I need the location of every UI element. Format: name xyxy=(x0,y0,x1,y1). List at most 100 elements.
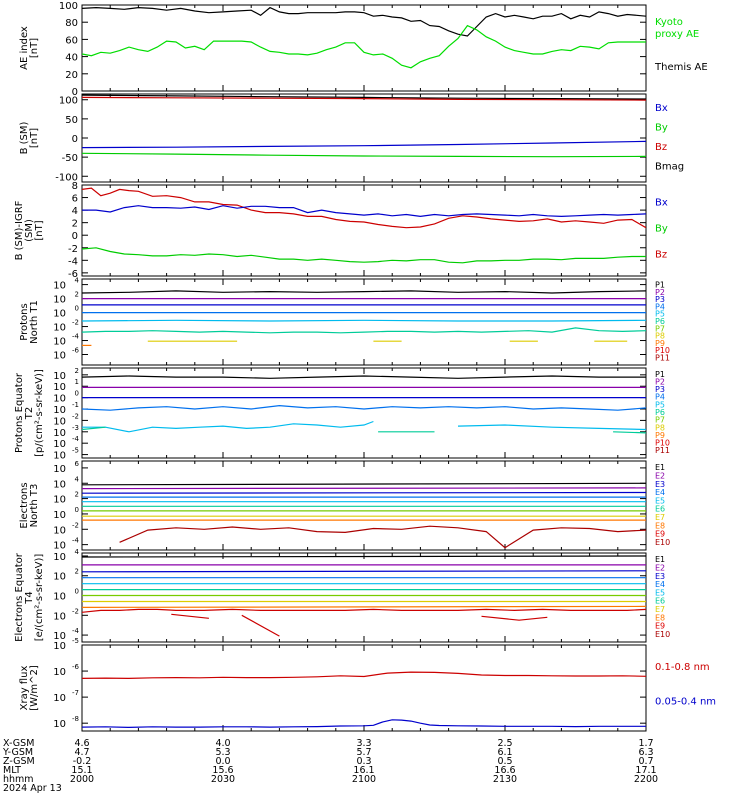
legend-entry-e10: E10 xyxy=(655,538,670,547)
panel-2: -100 -50 0 50 100 B (SM) [nT] Bx By Bz Bmag xyxy=(19,93,684,183)
legend-entry-p8: P8 xyxy=(655,332,665,341)
x-row-value: 17.1 xyxy=(635,765,656,776)
y-tick-label: 0 xyxy=(72,231,78,242)
y-tick-exponent: -2 xyxy=(72,319,79,327)
y-axis-label: (SM) xyxy=(24,219,35,242)
y-tick-label: -6 xyxy=(68,269,78,280)
series-line-bx xyxy=(82,205,646,218)
y-tick-label: 10 xyxy=(53,631,66,642)
series-line-themis-ae xyxy=(82,6,646,37)
y-tick-label: 10 xyxy=(53,416,66,427)
x-row-value: 0.0 xyxy=(215,756,230,767)
y-tick-exponent: 0 xyxy=(75,390,79,398)
x-row-value: 2100 xyxy=(352,774,376,785)
series-line-p5 xyxy=(82,319,646,322)
legend-entry-0-1-0-8-nm: 0.1-0.8 nm xyxy=(655,662,710,673)
y-tick-label: 0 xyxy=(72,134,78,145)
y-tick-exponent: 0 xyxy=(75,588,79,596)
x-row-value: 2200 xyxy=(634,774,658,785)
y-tick-exponent: 6 xyxy=(75,460,80,468)
x-row-value: 5.7 xyxy=(356,747,371,758)
series-line-bmag xyxy=(82,94,646,100)
x-row-value: 2.5 xyxy=(497,738,512,749)
legend-entry-p3: P3 xyxy=(655,385,665,394)
legend-entry-e5: E5 xyxy=(655,496,665,505)
y-tick-exponent: 4 xyxy=(75,475,80,483)
y-tick-label: 10 xyxy=(53,351,66,362)
y-tick-exponent: 0 xyxy=(75,305,79,313)
series-line-p6c xyxy=(613,431,646,434)
series-line-e3 xyxy=(82,570,646,573)
y-axis-label: North T3 xyxy=(29,484,40,528)
y-tick-label: 60 xyxy=(65,35,78,46)
y-axis-label: Electrons Equator xyxy=(14,552,25,642)
y-tick-label: 10 xyxy=(53,309,66,320)
series-line-0-05-0-4-nm xyxy=(82,719,646,729)
legend-entry-bz: Bz xyxy=(655,249,667,260)
y-tick-label: 10 xyxy=(53,405,66,416)
y-tick-exponent: -4 xyxy=(72,537,80,545)
y-tick-label: 10 xyxy=(53,323,66,334)
panel-frame xyxy=(81,367,647,459)
legend-entry-e1: E1 xyxy=(655,555,665,564)
legend-entry-e6: E6 xyxy=(655,597,665,606)
y-tick-label: 10 xyxy=(53,525,66,536)
y-tick-label: 10 xyxy=(53,693,66,704)
series-line-e10b xyxy=(171,613,209,619)
legend-entry-p11: P11 xyxy=(655,353,670,362)
y-axis-label: [W/m^2] xyxy=(29,665,40,711)
y-tick-exponent: 2 xyxy=(75,568,79,576)
legend-entry-0-05-0-4-nm: 0.05-0.4 nm xyxy=(655,696,716,707)
series-group xyxy=(82,555,646,637)
series-group xyxy=(82,94,646,158)
legend-entry-p10: P10 xyxy=(655,346,670,355)
panel-4: 10 4 10 2 10 0 10 -2 10 -4 10 -6 Protons North T1 P1P2… xyxy=(19,277,670,366)
y-tick-exponent: -6 xyxy=(72,347,80,355)
legend-entry-e1: E1 xyxy=(655,463,665,472)
series-line-e10c xyxy=(241,614,280,637)
x-row-value: 2130 xyxy=(493,774,517,785)
legend-entry-bmag: Bmag xyxy=(655,161,684,172)
y-axis-label: Protons xyxy=(19,303,30,340)
y-axis-label: Protons Equator xyxy=(14,372,25,453)
panel-3: -6 -4-2 02 46 8 B (SM)-IGRF (SM) [nT] Bx By Bz xyxy=(14,181,668,280)
series-line-p4 xyxy=(82,404,646,411)
y-axis-label: T2 xyxy=(24,407,35,420)
series-line-by xyxy=(82,247,646,264)
x-row-value: 1.7 xyxy=(638,738,653,749)
legend-entry: Themis AE xyxy=(654,62,708,73)
series-group xyxy=(82,6,646,69)
y-tick-label: 10 xyxy=(53,541,66,552)
y-tick-label: 20 xyxy=(65,70,78,81)
y-tick-label: 10 xyxy=(53,572,66,583)
series-line-e1 xyxy=(82,482,646,486)
y-tick-label: 50 xyxy=(65,115,78,126)
legend-entry-by: By xyxy=(655,223,668,234)
series-line-e10 xyxy=(119,525,646,549)
y-tick-exponent: -7 xyxy=(72,689,79,697)
legend-entry-p7: P7 xyxy=(655,416,665,425)
y-tick-label: 10 xyxy=(53,641,66,652)
legend-entry-e4: E4 xyxy=(655,488,665,497)
y-tick-label: 10 xyxy=(53,495,66,506)
panel-5: 10 2 10 1 10 0 10 -1 10 -2 10 -3 10 -4 10 -5 Protons Equ… xyxy=(14,367,670,462)
series-line-p5 xyxy=(82,420,374,433)
y-tick-label: 10 xyxy=(53,281,66,292)
y-axis-label: Electrons xyxy=(19,482,30,528)
y-tick-label: 80 xyxy=(65,18,78,29)
series-line-bx xyxy=(82,140,646,149)
series-line-p1 xyxy=(82,375,646,379)
panel-7: 10 4 10 2 10 0 10 -2 10 -4 Electrons Equator T4 [e/(… xyxy=(14,548,670,643)
legend-entry-p5: P5 xyxy=(655,400,665,409)
y-tick-exponent: -1 xyxy=(72,401,79,409)
x-row-label: Z-GSM xyxy=(3,756,35,767)
legend-entry-p1: P1 xyxy=(655,370,665,379)
y-tick-exponent: -3 xyxy=(72,424,79,432)
panel-frame xyxy=(81,644,647,732)
x-row-value: 4.6 xyxy=(74,738,89,749)
series-line-e10 xyxy=(82,608,646,613)
y-tick-label: -4 xyxy=(68,256,78,267)
legend-entry-p10: P10 xyxy=(655,439,670,448)
y-tick-label: 10 xyxy=(53,439,66,450)
legend-entry-bz: Bz xyxy=(655,142,667,153)
